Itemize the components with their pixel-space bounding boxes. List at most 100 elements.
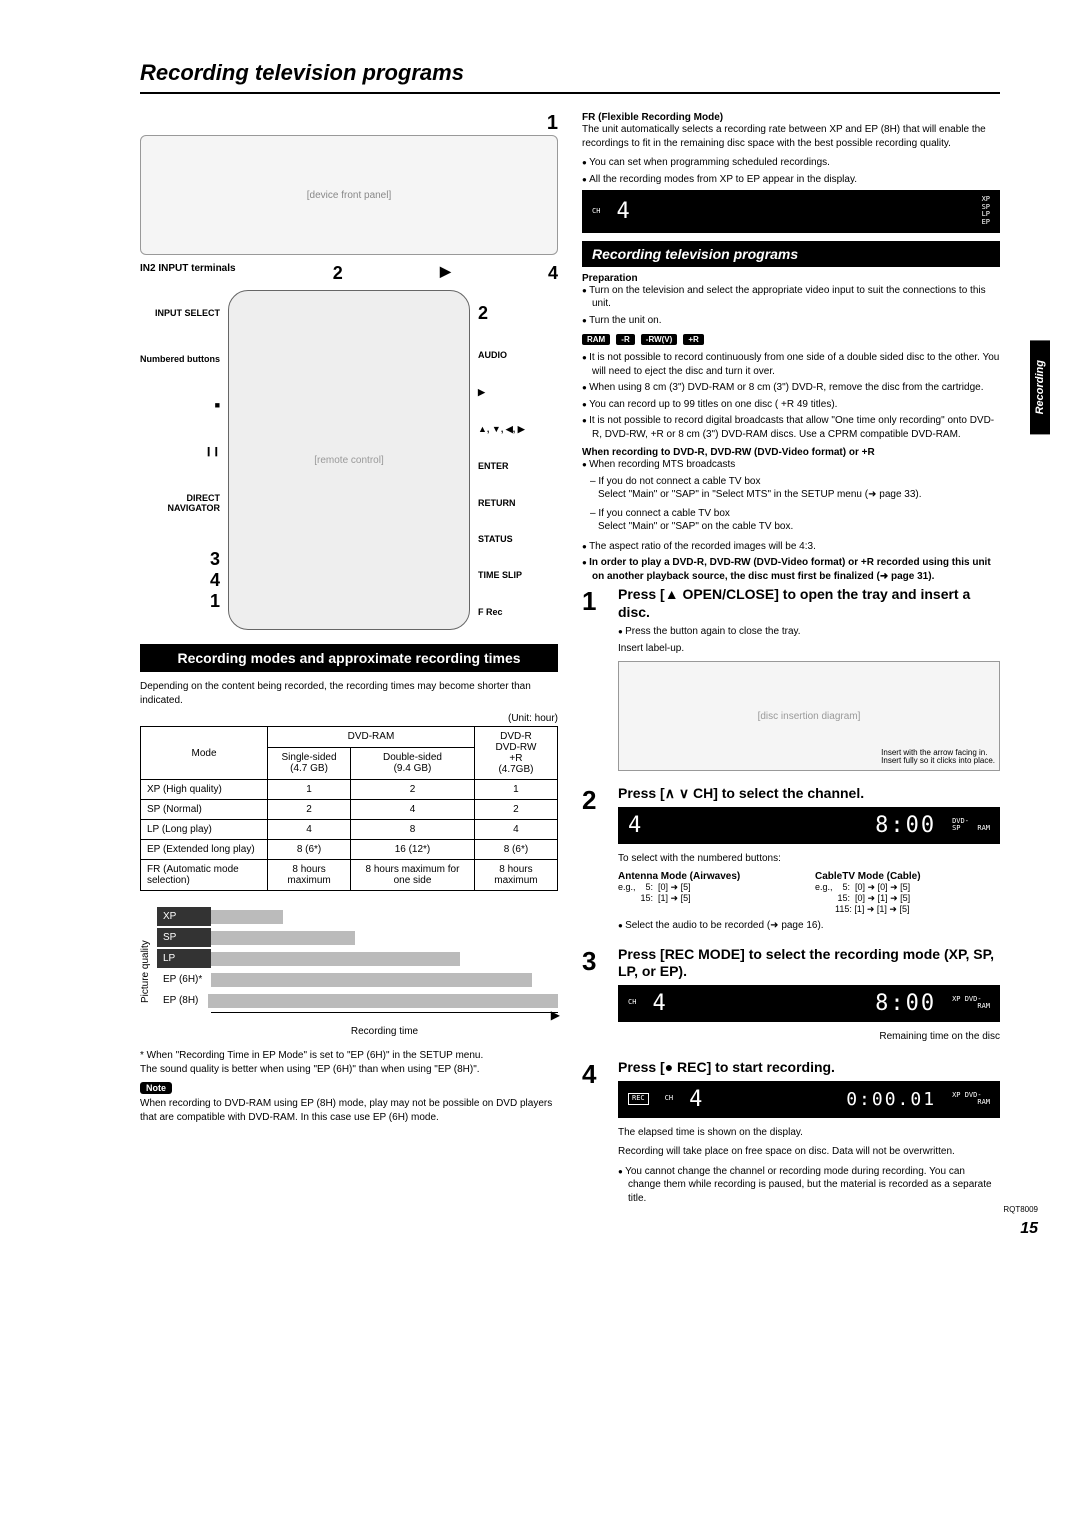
col1h: Antenna Mode (Airwaves)	[618, 871, 803, 882]
step-1: 1 Press [▲ OPEN/CLOSE] to open the tray …	[582, 586, 1000, 775]
p2-seg: 4	[628, 813, 643, 838]
fr-b1: You can set when programming scheduled r…	[582, 156, 1000, 170]
p2-right: 8:00	[875, 813, 936, 838]
tag-r: -R	[616, 334, 634, 345]
chart-bar	[211, 952, 460, 966]
table-cell: FR (Automatic mode selection)	[141, 860, 268, 891]
fr-title: FR (Flexible Recording Mode)	[582, 112, 1000, 123]
col2: e.g., 5: [0] ➜ [0] ➜ [5] 15: [0] ➜ [1] ➜…	[815, 882, 1000, 915]
chart-label: LP	[157, 949, 211, 968]
p2-tags: DVD- SP RAM	[952, 818, 990, 833]
table-cell: 8 (6*)	[474, 840, 557, 860]
p4-ch: CH	[665, 1095, 673, 1103]
side-num-4: 4	[140, 570, 220, 591]
cap2: Insert fully so it clicks into place.	[881, 756, 995, 765]
step2-audio: Select the audio to be recorded (➜ page …	[618, 919, 1000, 933]
step3-cap: Remaining time on the disc	[618, 1030, 1000, 1044]
lbl-arrows: ▲, ▼, ◀, ▶	[478, 424, 558, 435]
step-4: 4 Press [● REC] to start recording. REC …	[582, 1059, 1000, 1208]
th-double: Double-sided (9.4 GB)	[351, 747, 475, 779]
side-num-2: 2	[478, 303, 558, 324]
lbl-audio: AUDIO	[478, 350, 558, 360]
th-single: Single-sided (4.7 GB)	[268, 747, 351, 779]
tag-ram: RAM	[582, 334, 610, 345]
step-4-num: 4	[582, 1059, 608, 1208]
lbl-input-select: INPUT SELECT	[140, 308, 220, 318]
panel-step3: CH 4 8:00 XP DVD- RAM	[618, 985, 1000, 1022]
step-3-title: Press [REC MODE] to select the recording…	[618, 946, 1000, 981]
table-cell: EP (Extended long play)	[141, 840, 268, 860]
lbl-return: RETURN	[478, 498, 558, 508]
fr-body: The unit automatically selects a recordi…	[582, 123, 1000, 150]
p3-s2: 8:00	[875, 991, 936, 1016]
chart-label: EP (8H)	[157, 991, 208, 1010]
col2h: CableTV Mode (Cable)	[815, 871, 1000, 882]
table-cell: XP (High quality)	[141, 780, 268, 800]
table-cell: LP (Long play)	[141, 820, 268, 840]
when-rec: When recording to DVD-R, DVD-RW (DVD-Vid…	[582, 447, 1000, 458]
table-cell: 8 hours maximum	[268, 860, 351, 891]
fr-b2: All the recording modes from XP to EP ap…	[582, 173, 1000, 187]
panel-step2: 4 8:00 DVD- SP RAM	[618, 807, 1000, 844]
chart-label: SP	[157, 928, 211, 947]
table-cell: 8 hours maximum	[474, 860, 557, 891]
page-number: 15	[1020, 1220, 1038, 1238]
panel-seg: 4	[616, 199, 631, 224]
lbl-direct-nav: DIRECT NAVIGATOR	[140, 493, 220, 513]
remote-labels-left: INPUT SELECT Numbered buttons ■ ❙❙ DIREC…	[140, 290, 220, 630]
p4-s2: 0:00.01	[846, 1089, 936, 1110]
play-icon: ▶	[440, 263, 451, 284]
table-cell: SP (Normal)	[141, 800, 268, 820]
side-num-1: 1	[140, 591, 220, 612]
stop-icon: ■	[140, 400, 220, 410]
doc-code: RQT8009	[1003, 1205, 1038, 1214]
footnote-ep: * When "Recording Time in EP Mode" is se…	[140, 1049, 558, 1076]
step-4-title: Press [● REC] to start recording.	[618, 1059, 1000, 1077]
rec-modes-heading: Recording modes and approximate recordin…	[140, 644, 558, 672]
chart-label: XP	[157, 907, 211, 926]
remote-labels-right: 2 AUDIO ▶ ▲, ▼, ◀, ▶ ENTER RETURN STATUS…	[478, 290, 558, 630]
finalize-note: In order to play a DVD-R, DVD-RW (DVD-Vi…	[582, 556, 1000, 583]
step2-sel: To select with the numbered buttons:	[618, 852, 1000, 866]
table-cell: 4	[474, 820, 557, 840]
mts1a: If you do not connect a cable TV box	[582, 475, 1000, 488]
table-cell: 8	[351, 820, 475, 840]
b4: It is not possible to record digital bro…	[582, 414, 1000, 441]
th-r: DVD-R DVD-RW +R (4.7GB)	[474, 727, 557, 780]
aspect: The aspect ratio of the recorded images …	[582, 540, 1000, 554]
step4-l1: The elapsed time is shown on the display…	[618, 1126, 1000, 1140]
step-1-label: Insert label-up.	[618, 642, 1000, 656]
display-panel-fr: CH 4 XP SP LP EP	[582, 190, 1000, 233]
lbl-enter: ENTER	[478, 461, 558, 471]
mts2a: If you connect a cable TV box	[582, 507, 1000, 520]
lbl-numbered: Numbered buttons	[140, 354, 220, 364]
unit-label: (Unit: hour)	[140, 713, 558, 724]
note-pill: Note	[140, 1082, 172, 1094]
side-num-3: 3	[140, 549, 220, 570]
th-ram: DVD-RAM	[268, 727, 475, 748]
th-mode: Mode	[141, 727, 268, 780]
b3: You can record up to 99 titles on one di…	[582, 398, 1000, 412]
table-cell: 4	[351, 800, 475, 820]
p3-ch: CH	[628, 999, 636, 1007]
prep-b1: Turn on the television and select the ap…	[582, 284, 1000, 311]
callout-4: 4	[548, 263, 558, 284]
chart-bar	[211, 910, 283, 924]
p4-s1: 4	[689, 1087, 704, 1112]
callout-2: 2	[333, 263, 343, 284]
p3-s1: 4	[652, 991, 667, 1016]
panel-ch: CH	[592, 208, 600, 216]
panel-modes: XP SP LP EP	[982, 196, 990, 227]
step-1-sub: Press the button again to close the tray…	[618, 625, 1000, 639]
y-axis-label: Picture quality	[140, 907, 151, 1037]
table-cell: 8 (6*)	[268, 840, 351, 860]
mts2b: Select "Main" or "SAP" on the cable TV b…	[582, 520, 1000, 534]
device-diagram: [device front panel]	[140, 135, 558, 255]
step-1-num: 1	[582, 586, 608, 775]
lbl-status: STATUS	[478, 534, 558, 544]
step-2: 2 Press [∧ ∨ CH] to select the channel. …	[582, 785, 1000, 936]
table-cell: 16 (12*)	[351, 840, 475, 860]
col1: e.g., 5: [0] ➜ [5] 15: [1] ➜ [5]	[618, 882, 803, 904]
remote-diagram: [remote control]	[228, 290, 470, 630]
sub-heading: Recording television programs	[582, 241, 1000, 267]
